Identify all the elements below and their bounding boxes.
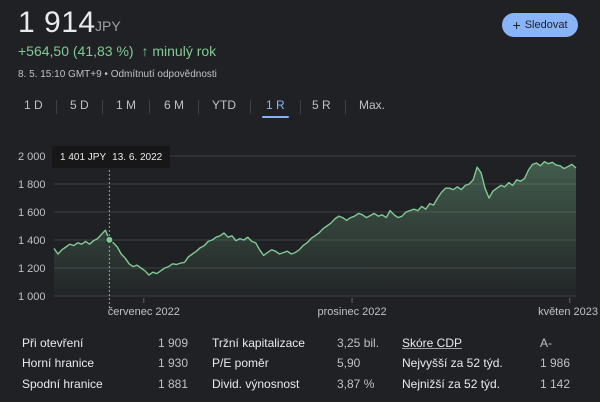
stat-value-52w-high: 1 986: [540, 356, 571, 370]
y-tick-label: 1 400: [18, 235, 46, 247]
x-tick-label: červenec 2022: [108, 306, 180, 318]
tab-5r[interactable]: 5 R: [312, 98, 331, 112]
stat-value-cdp-score: A-: [540, 336, 552, 350]
tab-divider: [300, 100, 301, 114]
price-change: +564,50 (41,83 %) ↑ minulý rok: [18, 43, 216, 59]
y-tick-label: 1 600: [18, 207, 46, 219]
price-change-value: +564,50 (41,83 %): [18, 43, 134, 59]
tab-divider: [198, 100, 199, 114]
y-tick-label: 2 000: [18, 151, 46, 163]
tab-divider: [56, 100, 57, 114]
tooltip-date: 13. 6. 2022: [112, 151, 163, 163]
price-change-period: minulý rok: [152, 43, 217, 59]
tab-divider: [102, 100, 103, 114]
follow-button-label: Sledovat: [524, 19, 568, 31]
stat-value-div-yield: 3,87 %: [337, 377, 375, 391]
stat-label-div-yield: Divid. výnosnost: [212, 377, 300, 391]
quote-timestamp: 8. 5. 15:10 GMT+9 • Odmítnutí odpovědnos…: [18, 69, 217, 80]
tab-divider: [149, 100, 150, 114]
tab-1r[interactable]: 1 R: [262, 98, 289, 118]
tab-5d[interactable]: 5 D: [70, 98, 89, 112]
tooltip-price: 1 401 JPY: [60, 151, 107, 163]
arrow-up-icon: ↑: [141, 43, 149, 59]
tab-6m[interactable]: 6 M: [164, 98, 185, 112]
stat-label-open: Při otevření: [22, 336, 84, 350]
stat-value-pe-ratio: 5,90: [337, 356, 361, 370]
stat-label-52w-low: Nejnižší za 52 týd.: [402, 377, 501, 391]
plus-icon: +: [512, 17, 521, 33]
price-chart[interactable]: 1 000 1 200 1 400 1 600 1 800 2 000 červenec 2…: [0, 140, 600, 320]
stat-value-market-cap: 3,25 bil.: [337, 336, 380, 350]
stat-value-high: 1 930: [158, 356, 189, 370]
x-tick-label: prosinec 2022: [318, 306, 387, 318]
tab-ytd[interactable]: YTD: [212, 98, 236, 112]
price-line: [53, 160, 577, 276]
stat-value-52w-low: 1 142: [540, 377, 571, 391]
y-tick-label: 1 000: [18, 291, 46, 303]
key-stats: Při otevření 1 909 Horní hranice 1 930 S…: [0, 330, 600, 400]
chart-tooltip: 1 401 JPY 13. 6. 2022: [52, 146, 171, 168]
tab-divider: [345, 100, 346, 114]
current-price: 1 914: [18, 6, 96, 39]
stat-value-low: 1 881: [158, 377, 189, 391]
x-tick-label: květen 2023: [538, 306, 598, 318]
stat-label-low: Spodní hranice: [22, 377, 103, 391]
tab-1m[interactable]: 1 M: [116, 98, 137, 112]
hover-point: [105, 235, 114, 244]
stat-label-high: Horní hranice: [22, 356, 95, 370]
tab-max[interactable]: Max.: [359, 98, 386, 112]
stat-value-open: 1 909: [158, 336, 189, 350]
tab-divider: [250, 100, 251, 114]
stat-label-market-cap: Tržní kapitalizace: [212, 336, 305, 350]
follow-button[interactable]: + Sledovat: [502, 13, 578, 37]
price-area-fill: [54, 161, 576, 296]
y-tick-label: 1 800: [18, 179, 46, 191]
tab-1d[interactable]: 1 D: [24, 98, 43, 112]
stat-label-52w-high: Nejvyšší za 52 týd.: [402, 356, 503, 370]
y-tick-label: 1 200: [18, 263, 46, 275]
stat-label-pe-ratio: P/E poměr: [212, 356, 269, 370]
stat-label-cdp-score[interactable]: Skóre CDP: [402, 336, 463, 350]
currency-label: JPY: [95, 18, 121, 34]
